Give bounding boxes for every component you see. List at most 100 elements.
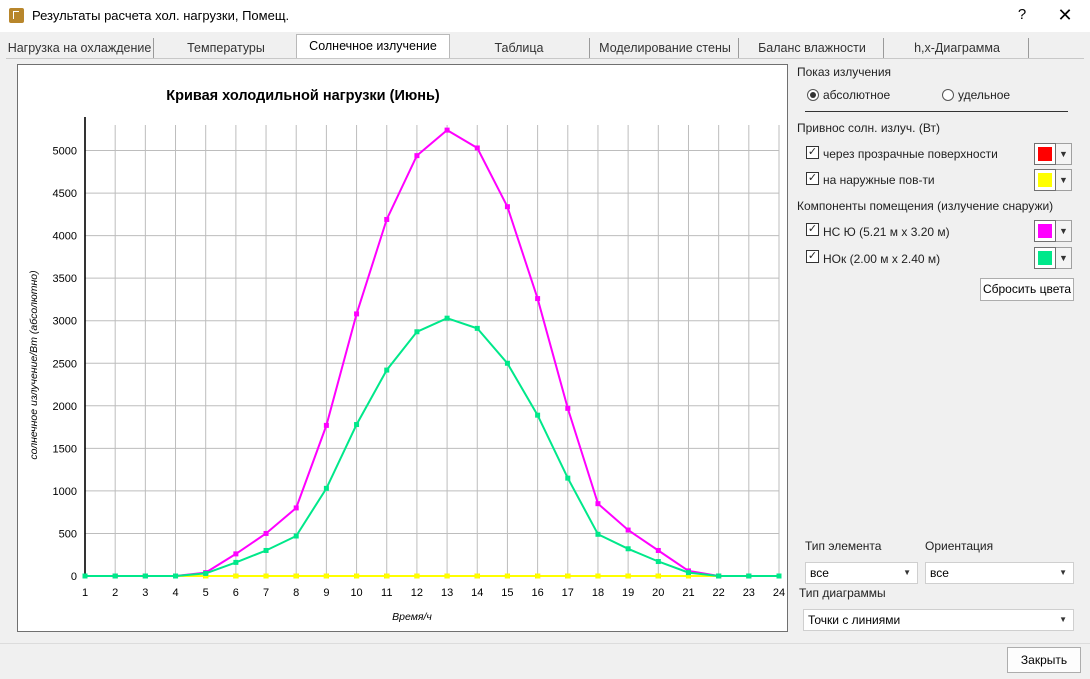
element-type-label: Тип элемента <box>805 539 882 553</box>
data-point <box>474 573 480 579</box>
diagram-type-label: Тип диаграммы <box>799 586 886 600</box>
y-tick-label: 0 <box>71 571 77 583</box>
data-point <box>354 311 360 317</box>
data-point <box>595 573 601 579</box>
chevron-down-icon: ▼ <box>1059 568 1067 577</box>
y-tick-label: 4500 <box>53 188 77 200</box>
data-point <box>685 573 691 579</box>
tab-temperatures[interactable]: Температуры <box>187 41 265 55</box>
data-point <box>444 127 450 133</box>
tab-bar: Нагрузка на охлаждение Температуры Солне… <box>0 34 1090 59</box>
data-point <box>504 573 510 579</box>
data-point <box>203 573 209 579</box>
diagram-type-value: Точки с линиями <box>808 613 901 627</box>
tab-table[interactable]: Таблица <box>449 38 590 58</box>
check-ns[interactable]: ✓ <box>806 223 819 236</box>
data-point <box>444 315 450 321</box>
app-icon <box>9 8 24 23</box>
data-point <box>444 573 450 579</box>
color-picker-transparent[interactable]: ▼ <box>1034 143 1072 165</box>
x-tick-label: 24 <box>773 587 785 599</box>
data-point <box>565 475 571 481</box>
data-point <box>384 573 390 579</box>
data-point <box>203 570 209 576</box>
footer-divider <box>0 643 1090 644</box>
y-tick-label: 1500 <box>53 443 77 455</box>
color-fill-magenta <box>1038 224 1052 238</box>
check-ns-label: НС Ю (5.21 м x 3.20 м) <box>823 225 950 239</box>
data-point <box>414 573 420 579</box>
data-point <box>323 485 329 491</box>
color-picker-ns[interactable]: ▼ <box>1034 220 1072 242</box>
diagram-type-select[interactable]: Точки с линиями ▼ <box>803 609 1074 631</box>
y-tick-label: 3000 <box>53 316 77 328</box>
x-tick-label: 3 <box>142 587 148 599</box>
data-point <box>625 546 631 552</box>
data-point <box>474 145 480 151</box>
element-type-select[interactable]: все ▼ <box>805 562 918 584</box>
chevron-down-icon[interactable]: ▼ <box>1056 143 1072 165</box>
y-tick-label: 3500 <box>53 273 77 285</box>
x-tick-label: 12 <box>411 587 423 599</box>
check-transparent-label: через прозрачные поверхности <box>823 147 998 161</box>
data-point <box>595 501 601 507</box>
title-bar: Результаты расчета хол. нагрузки, Помещ.… <box>0 0 1090 33</box>
color-picker-external[interactable]: ▼ <box>1034 169 1072 191</box>
data-point <box>414 153 420 159</box>
data-point <box>112 573 118 579</box>
data-point <box>565 573 571 579</box>
color-picker-nok[interactable]: ▼ <box>1034 247 1072 269</box>
y-tick-label: 2000 <box>53 401 77 413</box>
orientation-select[interactable]: все ▼ <box>925 562 1074 584</box>
tab-cooling-load[interactable]: Нагрузка на охлаждение <box>6 38 154 58</box>
close-window-button[interactable]: ✕ <box>1057 5 1073 25</box>
close-button[interactable]: Закрыть <box>1007 647 1081 673</box>
chevron-down-icon[interactable]: ▼ <box>1056 169 1072 191</box>
data-point <box>474 325 480 331</box>
check-external[interactable]: ✓ <box>806 172 819 185</box>
chevron-down-icon[interactable]: ▼ <box>1056 220 1072 242</box>
data-point <box>716 573 722 579</box>
element-type-value: все <box>810 566 829 580</box>
color-swatch <box>1034 220 1056 242</box>
data-point <box>595 531 601 537</box>
data-point <box>504 204 510 210</box>
color-swatch <box>1034 169 1056 191</box>
data-point <box>323 573 329 579</box>
data-point <box>263 530 269 536</box>
tab-solar-radiation[interactable]: Солнечное излучение <box>296 34 450 59</box>
data-point <box>625 573 631 579</box>
tab-hx-diagram[interactable]: h,x-Диаграмма <box>886 38 1029 58</box>
x-tick-label: 18 <box>592 587 604 599</box>
data-point <box>685 570 691 576</box>
radio-absolute[interactable] <box>807 89 819 101</box>
color-fill-red <box>1038 147 1052 161</box>
chevron-down-icon: ▼ <box>903 568 911 577</box>
radio-specific[interactable] <box>942 89 954 101</box>
tab-moisture-balance[interactable]: Баланс влажности <box>741 38 884 58</box>
check-transparent[interactable]: ✓ <box>806 146 819 159</box>
components-label: Компоненты помещения (излучение снаружи) <box>797 199 1054 213</box>
reset-colors-button[interactable]: Сбросить цвета <box>980 278 1074 301</box>
data-point <box>655 547 661 553</box>
chevron-down-icon[interactable]: ▼ <box>1056 247 1072 269</box>
check-nok[interactable]: ✓ <box>806 250 819 263</box>
x-tick-label: 19 <box>622 587 634 599</box>
x-tick-label: 16 <box>531 587 543 599</box>
color-fill-yellow <box>1038 173 1052 187</box>
color-fill-green <box>1038 251 1052 265</box>
y-tick-label: 4000 <box>53 231 77 243</box>
help-button[interactable]: ? <box>1017 6 1027 23</box>
data-point <box>384 367 390 373</box>
data-point <box>263 573 269 579</box>
x-tick-label: 8 <box>293 587 299 599</box>
y-tick-label: 2500 <box>53 358 77 370</box>
chevron-down-icon: ▼ <box>1059 615 1067 624</box>
series-line <box>85 317 779 577</box>
window-title: Результаты расчета хол. нагрузки, Помещ. <box>32 8 290 23</box>
data-point <box>233 551 239 557</box>
tab-wall-modeling[interactable]: Моделирование стены <box>592 38 739 58</box>
series-line <box>85 128 779 577</box>
